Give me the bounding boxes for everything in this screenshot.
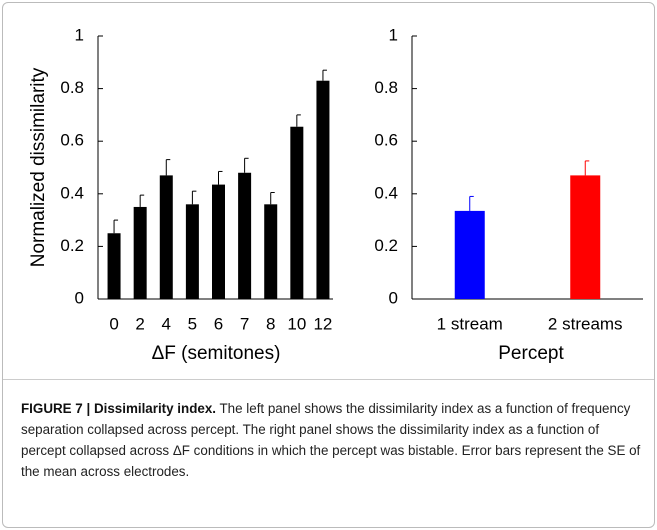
- y-tick-label: 0.4: [60, 183, 84, 202]
- x-axis-label: Percept: [498, 343, 564, 364]
- x-tick-label: 10: [287, 314, 306, 333]
- x-tick-label: 7: [240, 314, 249, 333]
- bar: [264, 204, 278, 299]
- y-tick-label: 0: [389, 288, 398, 307]
- x-axis-label: ΔF (semitones): [152, 343, 281, 364]
- y-tick-label: 0.2: [60, 236, 84, 255]
- x-tick-label: 4: [162, 314, 171, 333]
- x-tick-label: 2 streams: [548, 314, 623, 333]
- y-tick-label: 0.6: [60, 131, 84, 150]
- bar: [212, 184, 225, 299]
- bar: [570, 175, 601, 299]
- bar: [316, 80, 330, 300]
- y-axis-label: Normalized dissimilarity: [28, 67, 49, 267]
- bar: [185, 204, 199, 299]
- y-tick-label: 0: [75, 288, 84, 307]
- x-tick-label: 2: [135, 314, 144, 333]
- bar: [107, 233, 121, 299]
- y-tick-label: 0.8: [60, 78, 84, 97]
- bar: [238, 172, 252, 299]
- bar: [290, 126, 304, 299]
- y-tick-label: 0.8: [374, 78, 398, 97]
- y-tick-label: 1: [389, 25, 398, 44]
- y-tick-label: 1: [75, 25, 84, 44]
- x-tick-label: 5: [188, 314, 197, 333]
- x-tick-label: 6: [214, 314, 223, 333]
- caption-label: FIGURE 7 | Dissimilarity index.: [21, 401, 216, 416]
- bar: [159, 175, 173, 299]
- bar: [454, 210, 485, 299]
- bar: [133, 206, 147, 299]
- x-tick-label: 1 stream: [437, 314, 503, 333]
- y-tick-label: 0.6: [374, 131, 398, 150]
- x-tick-label: 0: [109, 314, 118, 333]
- separator: [3, 379, 654, 380]
- caption-text: The left panel shows the dissimilarity i…: [21, 401, 641, 479]
- y-tick-label: 0.2: [374, 236, 398, 255]
- y-tick-label: 0.4: [374, 183, 398, 202]
- caption: FIGURE 7 | Dissimilarity index. The left…: [21, 398, 641, 482]
- x-tick-label: 8: [266, 314, 275, 333]
- x-tick-label: 12: [313, 314, 332, 333]
